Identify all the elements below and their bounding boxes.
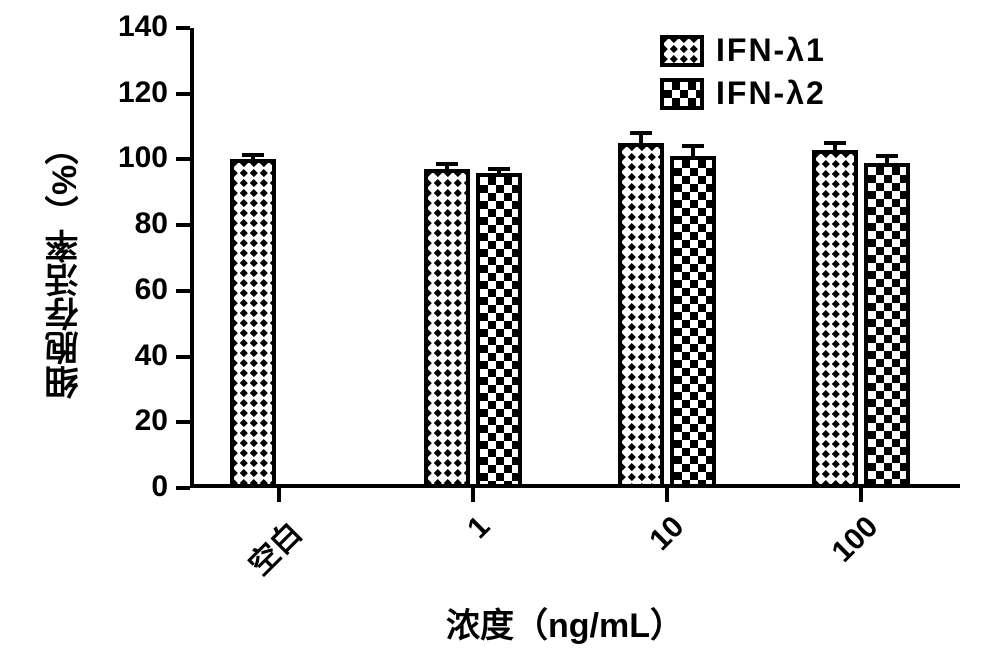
legend-swatch [660, 78, 704, 110]
y-tick [176, 355, 190, 359]
legend-label: IFN-λ1 [716, 32, 826, 69]
error-bar-cap [824, 141, 846, 145]
legend-swatch [660, 35, 704, 67]
y-tick [176, 26, 190, 30]
error-bar-cap [876, 154, 898, 158]
bar [230, 159, 276, 488]
y-tick-label: 100 [96, 141, 168, 175]
x-tick [665, 488, 669, 502]
y-tick-label: 0 [96, 470, 168, 504]
error-bar-cap [488, 167, 510, 171]
error-bar-cap [682, 144, 704, 148]
y-tick [176, 420, 190, 424]
bar [476, 173, 522, 488]
x-tick [859, 488, 863, 502]
x-tick [471, 488, 475, 502]
bar [618, 143, 664, 488]
bar [424, 169, 470, 488]
x-tick-label: 空白 [194, 510, 310, 626]
legend-label: IFN-λ2 [716, 75, 826, 112]
y-tick [176, 92, 190, 96]
x-tick [277, 488, 281, 502]
y-tick [176, 289, 190, 293]
y-tick [176, 223, 190, 227]
error-bar-cap [242, 153, 264, 157]
bar [812, 150, 858, 488]
legend: IFN-λ1 IFN-λ2 [660, 32, 826, 118]
y-tick-label: 40 [96, 339, 168, 373]
legend-item: IFN-λ1 [660, 32, 826, 69]
error-bar-cap [630, 131, 652, 135]
y-tick-label: 80 [96, 207, 168, 241]
legend-item: IFN-λ2 [660, 75, 826, 112]
error-bar-cap [436, 162, 458, 166]
y-tick [176, 486, 190, 490]
y-axis-label: 细胞存活率（%） [40, 100, 89, 430]
y-tick-label: 120 [96, 76, 168, 110]
bar [670, 156, 716, 488]
x-tick-label: 1000 [970, 510, 1000, 619]
x-tick-label: 100 [776, 510, 885, 619]
y-tick [176, 157, 190, 161]
y-tick-label: 20 [96, 404, 168, 438]
y-tick-label: 140 [96, 10, 168, 44]
y-tick-label: 60 [96, 273, 168, 307]
chart-stage: 细胞存活率（%） 浓度（ng/mL） IFN-λ1IFN-λ2 02040608… [0, 0, 1000, 660]
bar [864, 163, 910, 488]
